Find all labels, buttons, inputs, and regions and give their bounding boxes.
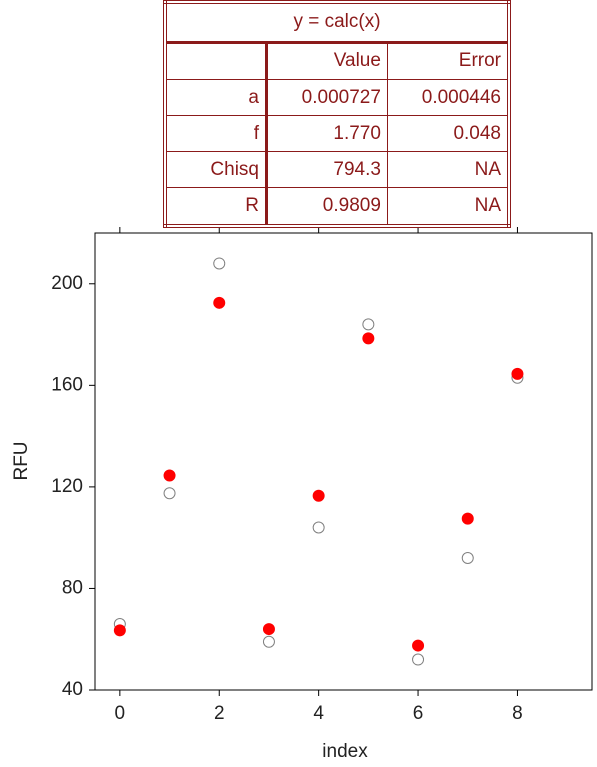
table-cell: 0.000727 <box>266 79 388 117</box>
row-label: f <box>164 115 268 153</box>
data-point <box>312 489 325 502</box>
data-point <box>113 624 126 637</box>
x-tick-label: 2 <box>214 703 225 724</box>
column-header: Error <box>386 41 510 81</box>
table-cell: NA <box>386 151 510 189</box>
y-tick-label: 40 <box>62 679 83 700</box>
fit-table: y = calc(x) Value Error a 0.000727 0.000446 f 1… <box>163 0 511 228</box>
y-tick-label: 200 <box>51 273 83 294</box>
data-point <box>362 318 375 331</box>
table-cell: 0.9809 <box>266 187 388 227</box>
header-cell <box>164 41 268 81</box>
x-tick-label: 4 <box>313 703 324 724</box>
row-label: Chisq <box>164 151 268 189</box>
row-label: R <box>164 187 268 227</box>
data-point <box>511 367 524 380</box>
plot-frame <box>94 232 593 691</box>
column-header: Value <box>266 41 388 81</box>
table-cell: 1.770 <box>266 115 388 153</box>
y-tick-label: 80 <box>62 577 83 598</box>
y-axis-label: RFU <box>11 441 32 480</box>
y-tick-label: 120 <box>51 476 83 497</box>
y-tick-label: 160 <box>51 374 83 395</box>
data-point <box>412 639 425 652</box>
table-cell: 794.3 <box>266 151 388 189</box>
data-point <box>163 469 176 482</box>
data-point <box>213 296 226 309</box>
x-tick-label: 6 <box>413 703 424 724</box>
table-title: y = calc(x) <box>164 1 510 44</box>
data-point <box>412 653 425 666</box>
table-cell: 0.000446 <box>386 79 510 117</box>
data-point <box>312 521 325 534</box>
data-point <box>362 332 375 345</box>
data-point <box>461 551 474 564</box>
data-point <box>213 257 226 270</box>
row-label: a <box>164 79 268 117</box>
table-cell: NA <box>386 187 510 227</box>
data-point <box>262 635 275 648</box>
data-point <box>461 512 474 525</box>
data-point <box>262 623 275 636</box>
x-tick-label: 8 <box>512 703 523 724</box>
x-tick-label: 0 <box>115 703 126 724</box>
x-axis-label: index <box>322 741 368 762</box>
data-point <box>163 487 176 500</box>
table-cell: 0.048 <box>386 115 510 153</box>
